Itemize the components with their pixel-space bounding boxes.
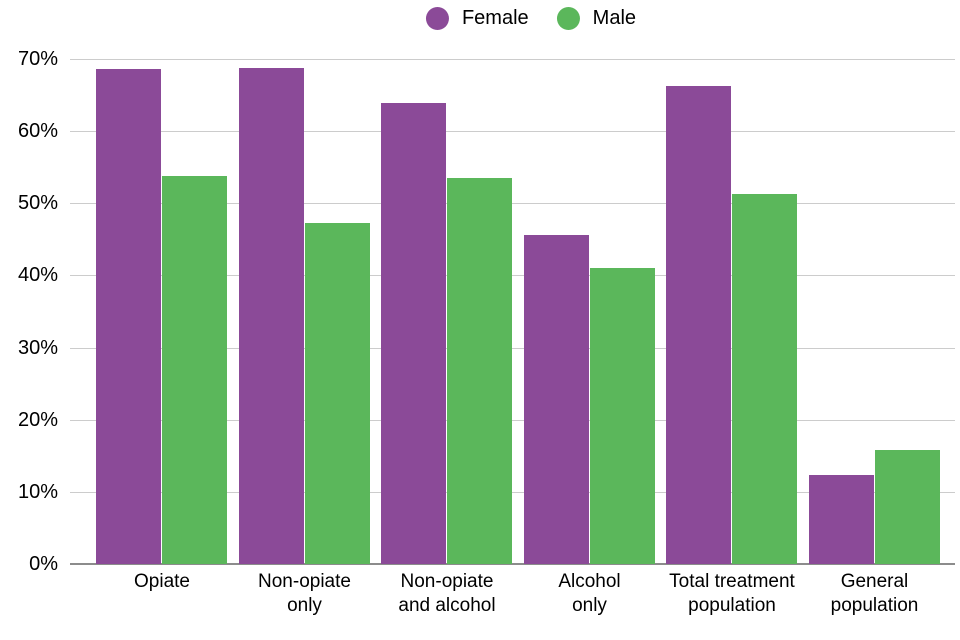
- female-swatch-icon: [425, 7, 449, 30]
- x-tick-label-line: Non-opiate: [400, 571, 494, 592]
- bar-female-non-opiate-only: [238, 67, 304, 564]
- x-tick-label-line: and alcohol: [398, 595, 496, 616]
- x-axis-line: [70, 563, 955, 565]
- chart-legend: Female Male: [425, 7, 637, 30]
- y-tick-label: 40%: [17, 264, 58, 287]
- male-swatch-icon: [556, 7, 580, 30]
- legend-item-male: Male: [556, 7, 637, 30]
- bar-male-opiate: [162, 175, 227, 564]
- gridline: [70, 131, 955, 133]
- x-tick-label: Alcohol only: [500, 570, 680, 618]
- legend-label-male: Male: [592, 7, 637, 29]
- gridline: [70, 203, 955, 205]
- bar-female-general-population: [808, 475, 874, 564]
- y-tick-label: 50%: [17, 192, 58, 215]
- x-tick-label-line: population: [830, 595, 919, 616]
- bar-male-non-opiate-only: [304, 222, 370, 564]
- x-tick-label-line: General: [840, 571, 909, 592]
- x-tick-label: Non-opiate only: [215, 570, 395, 618]
- x-tick-label-line: Total treatment: [669, 571, 795, 592]
- y-tick-label: 20%: [17, 408, 58, 431]
- bar-male-general-population: [874, 450, 940, 564]
- y-tick-label: 0%: [29, 553, 58, 575]
- x-tick-label-line: population: [688, 595, 776, 616]
- x-tick-label-line: Alcohol: [558, 571, 621, 592]
- bar-male-non-opiate-and-alcohol: [447, 178, 512, 564]
- gridline: [70, 275, 955, 277]
- gridline: [70, 59, 955, 60]
- y-tick-label: 10%: [17, 480, 58, 503]
- x-tick-label-line: only: [287, 595, 322, 616]
- x-tick-label: Opiate: [72, 570, 252, 594]
- y-tick-label: 30%: [17, 336, 58, 359]
- y-tick-label: 60%: [17, 120, 58, 143]
- bar-male-total-treatment-population: [732, 193, 797, 564]
- bar-female-alcohol-only: [523, 235, 589, 564]
- x-tick-label: Non-opiate and alcohol: [357, 570, 537, 618]
- x-tick-label: General population: [785, 570, 960, 618]
- gridline: [70, 419, 955, 421]
- gridline: [70, 491, 955, 493]
- bar-female-total-treatment-population: [666, 86, 731, 564]
- y-tick-label: 70%: [17, 48, 58, 70]
- gridline: [70, 347, 955, 349]
- x-tick-label: Total treatment population: [642, 570, 822, 618]
- bar-female-opiate: [96, 69, 161, 564]
- bar-female-non-opiate-and-alcohol: [381, 103, 446, 564]
- x-tick-label-line: only: [572, 595, 607, 616]
- x-tick-label-line: Opiate: [134, 571, 190, 592]
- x-tick-label-line: Non-opiate: [258, 571, 351, 592]
- legend-item-female: Female: [425, 7, 529, 30]
- legend-label-female: Female: [461, 7, 529, 29]
- bar-male-alcohol-only: [589, 268, 655, 564]
